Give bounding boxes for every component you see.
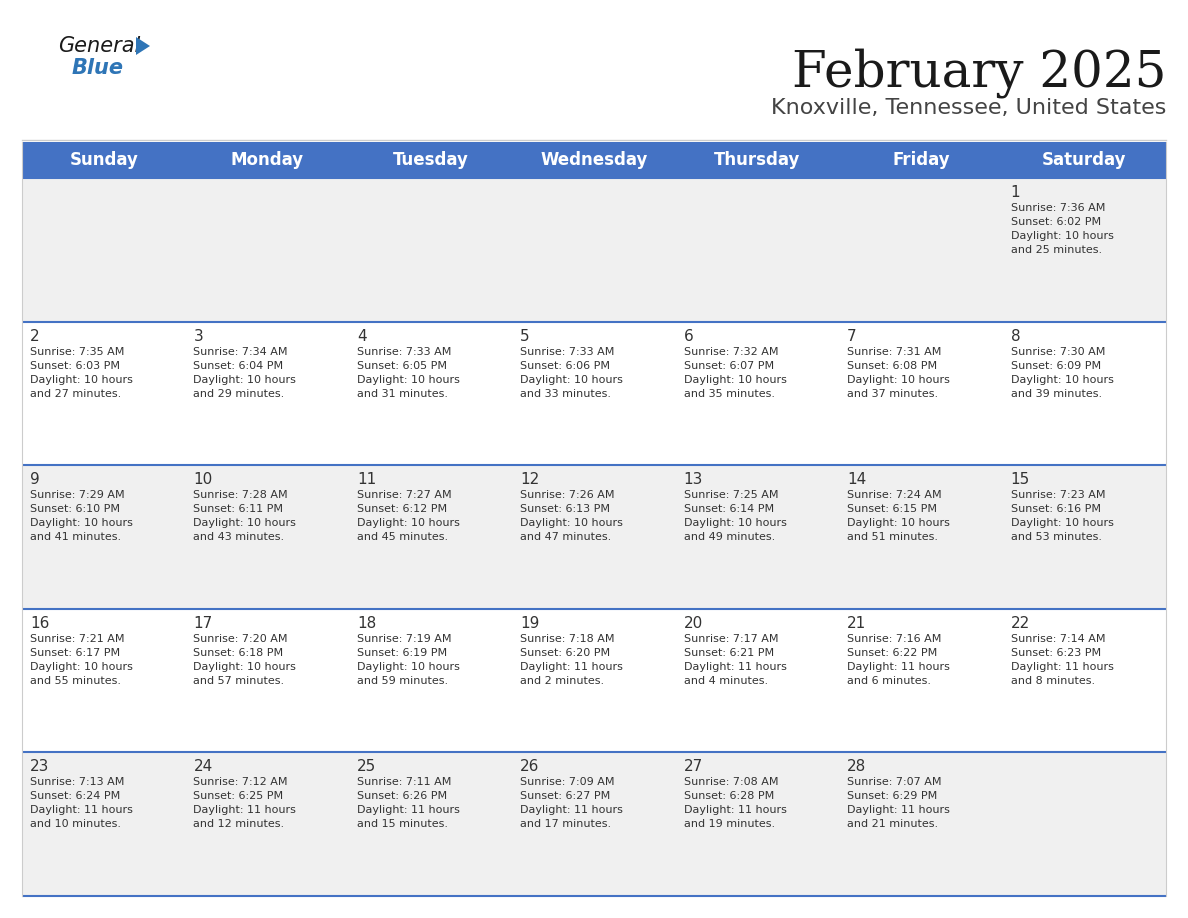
Text: Sunrise: 7:09 AM
Sunset: 6:27 PM
Daylight: 11 hours
and 17 minutes.: Sunrise: 7:09 AM Sunset: 6:27 PM Dayligh… (520, 778, 624, 829)
Text: 12: 12 (520, 472, 539, 487)
Text: 21: 21 (847, 616, 866, 631)
Text: 27: 27 (684, 759, 703, 775)
Text: 1: 1 (1011, 185, 1020, 200)
Bar (23, 178, 1165, 321)
Text: Sunrise: 7:29 AM
Sunset: 6:10 PM
Daylight: 10 hours
and 41 minutes.: Sunrise: 7:29 AM Sunset: 6:10 PM Dayligh… (30, 490, 133, 543)
Text: Sunday: Sunday (69, 151, 138, 169)
Text: 18: 18 (356, 616, 377, 631)
Text: Sunrise: 7:34 AM
Sunset: 6:04 PM
Daylight: 10 hours
and 29 minutes.: Sunrise: 7:34 AM Sunset: 6:04 PM Dayligh… (194, 347, 296, 398)
Text: Sunrise: 7:35 AM
Sunset: 6:03 PM
Daylight: 10 hours
and 27 minutes.: Sunrise: 7:35 AM Sunset: 6:03 PM Dayligh… (30, 347, 133, 398)
Text: 20: 20 (684, 616, 703, 631)
Text: Sunrise: 7:11 AM
Sunset: 6:26 PM
Daylight: 11 hours
and 15 minutes.: Sunrise: 7:11 AM Sunset: 6:26 PM Dayligh… (356, 778, 460, 829)
Text: 22: 22 (1011, 616, 1030, 631)
Text: 15: 15 (1011, 472, 1030, 487)
Text: Sunrise: 7:30 AM
Sunset: 6:09 PM
Daylight: 10 hours
and 39 minutes.: Sunrise: 7:30 AM Sunset: 6:09 PM Dayligh… (1011, 347, 1113, 398)
Text: February 2025: February 2025 (791, 48, 1165, 98)
Text: 10: 10 (194, 472, 213, 487)
Text: 16: 16 (30, 616, 50, 631)
Text: Knoxville, Tennessee, United States: Knoxville, Tennessee, United States (771, 98, 1165, 118)
Text: 9: 9 (30, 472, 39, 487)
Text: Sunrise: 7:23 AM
Sunset: 6:16 PM
Daylight: 10 hours
and 53 minutes.: Sunrise: 7:23 AM Sunset: 6:16 PM Dayligh… (1011, 490, 1113, 543)
Bar (23, 142, 1165, 178)
Bar (23, 321, 1165, 465)
Text: Blue: Blue (72, 58, 124, 78)
Bar (23, 609, 1165, 753)
Text: Sunrise: 7:16 AM
Sunset: 6:22 PM
Daylight: 11 hours
and 6 minutes.: Sunrise: 7:16 AM Sunset: 6:22 PM Dayligh… (847, 633, 950, 686)
Text: 13: 13 (684, 472, 703, 487)
Text: Thursday: Thursday (714, 151, 801, 169)
Text: Monday: Monday (230, 151, 304, 169)
Text: Sunrise: 7:26 AM
Sunset: 6:13 PM
Daylight: 10 hours
and 47 minutes.: Sunrise: 7:26 AM Sunset: 6:13 PM Dayligh… (520, 490, 624, 543)
Text: 19: 19 (520, 616, 539, 631)
Text: 3: 3 (194, 329, 203, 343)
Text: Sunrise: 7:21 AM
Sunset: 6:17 PM
Daylight: 10 hours
and 55 minutes.: Sunrise: 7:21 AM Sunset: 6:17 PM Dayligh… (30, 633, 133, 686)
Text: 24: 24 (194, 759, 213, 775)
Text: 28: 28 (847, 759, 866, 775)
Text: 8: 8 (1011, 329, 1020, 343)
Text: Friday: Friday (892, 151, 949, 169)
Text: General: General (58, 36, 140, 56)
Text: Sunrise: 7:14 AM
Sunset: 6:23 PM
Daylight: 11 hours
and 8 minutes.: Sunrise: 7:14 AM Sunset: 6:23 PM Dayligh… (1011, 633, 1113, 686)
Text: 17: 17 (194, 616, 213, 631)
Text: Sunrise: 7:17 AM
Sunset: 6:21 PM
Daylight: 11 hours
and 4 minutes.: Sunrise: 7:17 AM Sunset: 6:21 PM Dayligh… (684, 633, 786, 686)
Text: Sunrise: 7:07 AM
Sunset: 6:29 PM
Daylight: 11 hours
and 21 minutes.: Sunrise: 7:07 AM Sunset: 6:29 PM Dayligh… (847, 778, 950, 829)
Text: Sunrise: 7:18 AM
Sunset: 6:20 PM
Daylight: 11 hours
and 2 minutes.: Sunrise: 7:18 AM Sunset: 6:20 PM Dayligh… (520, 633, 624, 686)
Text: Sunrise: 7:19 AM
Sunset: 6:19 PM
Daylight: 10 hours
and 59 minutes.: Sunrise: 7:19 AM Sunset: 6:19 PM Dayligh… (356, 633, 460, 686)
Text: 6: 6 (684, 329, 694, 343)
Text: Sunrise: 7:25 AM
Sunset: 6:14 PM
Daylight: 10 hours
and 49 minutes.: Sunrise: 7:25 AM Sunset: 6:14 PM Dayligh… (684, 490, 786, 543)
Text: Sunrise: 7:33 AM
Sunset: 6:06 PM
Daylight: 10 hours
and 33 minutes.: Sunrise: 7:33 AM Sunset: 6:06 PM Dayligh… (520, 347, 624, 398)
Text: Sunrise: 7:27 AM
Sunset: 6:12 PM
Daylight: 10 hours
and 45 minutes.: Sunrise: 7:27 AM Sunset: 6:12 PM Dayligh… (356, 490, 460, 543)
Bar (23, 465, 1165, 609)
Text: Sunrise: 7:12 AM
Sunset: 6:25 PM
Daylight: 11 hours
and 12 minutes.: Sunrise: 7:12 AM Sunset: 6:25 PM Dayligh… (194, 778, 296, 829)
Text: 23: 23 (30, 759, 50, 775)
Text: Sunrise: 7:31 AM
Sunset: 6:08 PM
Daylight: 10 hours
and 37 minutes.: Sunrise: 7:31 AM Sunset: 6:08 PM Dayligh… (847, 347, 950, 398)
Text: Sunrise: 7:33 AM
Sunset: 6:05 PM
Daylight: 10 hours
and 31 minutes.: Sunrise: 7:33 AM Sunset: 6:05 PM Dayligh… (356, 347, 460, 398)
Text: 5: 5 (520, 329, 530, 343)
Text: 2: 2 (30, 329, 39, 343)
Text: 11: 11 (356, 472, 377, 487)
Polygon shape (135, 37, 150, 55)
Text: Saturday: Saturday (1042, 151, 1126, 169)
Text: Sunrise: 7:20 AM
Sunset: 6:18 PM
Daylight: 10 hours
and 57 minutes.: Sunrise: 7:20 AM Sunset: 6:18 PM Dayligh… (194, 633, 296, 686)
Text: 7: 7 (847, 329, 857, 343)
Text: 26: 26 (520, 759, 539, 775)
Text: 25: 25 (356, 759, 377, 775)
Text: Sunrise: 7:24 AM
Sunset: 6:15 PM
Daylight: 10 hours
and 51 minutes.: Sunrise: 7:24 AM Sunset: 6:15 PM Dayligh… (847, 490, 950, 543)
Text: 4: 4 (356, 329, 366, 343)
Text: Sunrise: 7:36 AM
Sunset: 6:02 PM
Daylight: 10 hours
and 25 minutes.: Sunrise: 7:36 AM Sunset: 6:02 PM Dayligh… (1011, 203, 1113, 255)
Bar (23, 753, 1165, 896)
Text: Wednesday: Wednesday (541, 151, 647, 169)
Text: Sunrise: 7:08 AM
Sunset: 6:28 PM
Daylight: 11 hours
and 19 minutes.: Sunrise: 7:08 AM Sunset: 6:28 PM Dayligh… (684, 778, 786, 829)
Text: Sunrise: 7:13 AM
Sunset: 6:24 PM
Daylight: 11 hours
and 10 minutes.: Sunrise: 7:13 AM Sunset: 6:24 PM Dayligh… (30, 778, 133, 829)
Text: Sunrise: 7:28 AM
Sunset: 6:11 PM
Daylight: 10 hours
and 43 minutes.: Sunrise: 7:28 AM Sunset: 6:11 PM Dayligh… (194, 490, 296, 543)
Text: 14: 14 (847, 472, 866, 487)
Text: Sunrise: 7:32 AM
Sunset: 6:07 PM
Daylight: 10 hours
and 35 minutes.: Sunrise: 7:32 AM Sunset: 6:07 PM Dayligh… (684, 347, 786, 398)
Text: Tuesday: Tuesday (392, 151, 468, 169)
